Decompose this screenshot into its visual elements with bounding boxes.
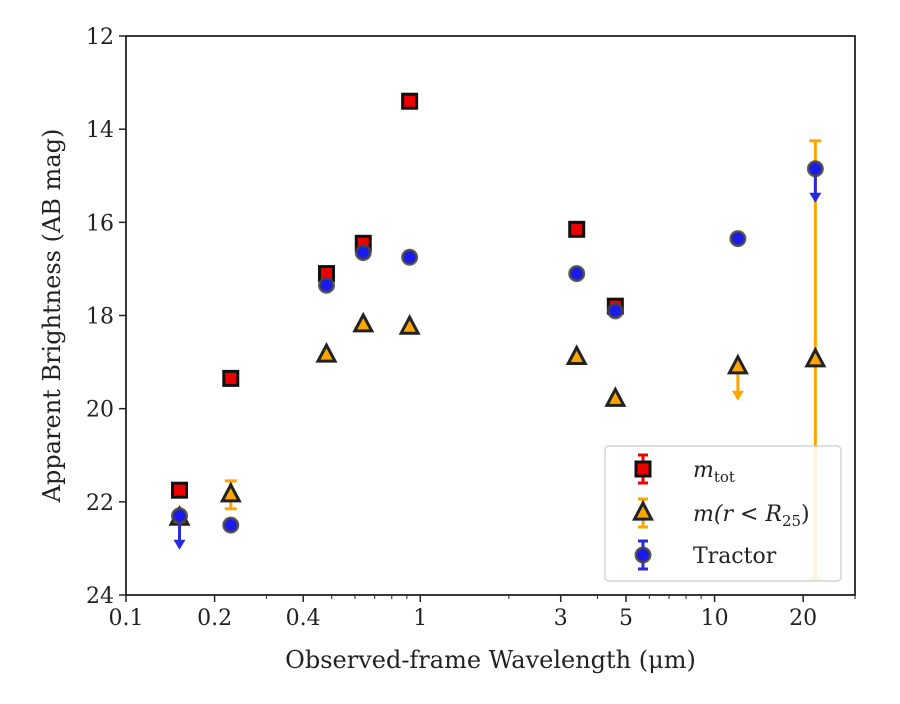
triangle-marker	[565, 344, 588, 366]
legend-label-main: m	[693, 458, 714, 483]
data-point	[352, 311, 375, 333]
data-point	[606, 302, 624, 320]
data-point	[354, 244, 372, 262]
data-point	[806, 160, 824, 203]
upper-limit-arrowhead	[731, 390, 744, 401]
y-tick-label: 14	[86, 118, 114, 143]
circle-marker	[568, 265, 586, 283]
x-tick-label: 0.4	[286, 606, 321, 631]
circle-marker	[171, 507, 189, 525]
triangle-marker	[632, 499, 654, 521]
legend-label-subscript: 25	[782, 512, 801, 530]
y-tick-label: 16	[86, 211, 114, 236]
data-point	[568, 265, 586, 283]
data-point	[219, 479, 242, 511]
square-marker	[401, 92, 419, 110]
triangle-marker	[804, 346, 827, 368]
circle-marker	[354, 244, 372, 262]
y-axis-label: Apparent Brightness (AB mag)	[38, 129, 66, 504]
triangle-marker	[219, 481, 242, 503]
circle-marker	[634, 546, 652, 564]
plot-area	[168, 92, 827, 581]
legend-label-subscript: tot	[714, 468, 735, 486]
upper-limit-arrowhead	[173, 539, 186, 550]
triangle-marker	[604, 386, 627, 407]
circle-marker	[729, 230, 747, 248]
data-point	[317, 276, 335, 294]
circle-marker	[401, 248, 419, 266]
legend: mtot m(r < R25) Tractor	[604, 445, 842, 582]
triangle-marker	[315, 341, 338, 363]
data-point	[171, 481, 189, 499]
y-tick-label: 24	[86, 584, 114, 609]
legend-label-main: Tractor	[693, 544, 777, 569]
data-point	[729, 230, 747, 248]
circle-marker	[222, 516, 240, 534]
circle-marker	[317, 276, 335, 294]
circle-marker	[806, 160, 824, 178]
data-point	[171, 507, 189, 550]
circle-marker	[606, 302, 624, 320]
x-axis: 0.1 0.2 0.4 1 3 5 10 20	[109, 595, 856, 631]
legend-label-end: )	[801, 502, 810, 527]
data-point	[604, 386, 627, 407]
x-tick-label: 20	[789, 606, 817, 631]
y-axis: 12 14 16 18 20 22 24	[86, 25, 126, 609]
triangle-marker	[398, 314, 421, 335]
legend-label: m(r < R25)	[693, 502, 810, 530]
triangle-marker	[352, 311, 375, 333]
legend-entry: m(r < R25)	[632, 497, 810, 530]
y-tick-label: 20	[86, 398, 114, 423]
x-tick-label: 1	[413, 606, 427, 631]
x-tick-label: 0.2	[197, 606, 232, 631]
x-tick-label: 10	[701, 606, 729, 631]
y-tick-label: 12	[86, 25, 114, 50]
x-tick-label: 3	[554, 606, 568, 631]
y-tick-label: 22	[86, 491, 114, 516]
data-point	[568, 220, 586, 238]
x-tick-label: 0.1	[109, 606, 144, 631]
x-axis-label: Observed-frame Wavelength (μm)	[285, 646, 696, 674]
data-point	[565, 344, 588, 366]
series-square	[171, 92, 624, 499]
data-point	[222, 369, 240, 387]
square-marker	[634, 460, 652, 478]
legend-entry: Tractor	[634, 539, 777, 571]
triangle-marker	[726, 353, 749, 375]
square-marker	[568, 220, 586, 238]
data-point	[401, 92, 419, 110]
legend-entry: mtot	[634, 453, 735, 486]
y-tick-label: 18	[86, 305, 114, 330]
data-point	[401, 248, 419, 266]
legend-box	[604, 445, 842, 582]
data-point	[726, 353, 749, 401]
square-marker	[171, 481, 189, 499]
legend-label: mtot	[693, 458, 735, 486]
legend-label-main: m(r < R	[693, 502, 782, 527]
x-tick-label: 5	[619, 606, 633, 631]
upper-limit-arrowhead	[809, 192, 822, 203]
data-point	[398, 314, 421, 335]
data-point	[222, 516, 240, 534]
data-point	[315, 341, 338, 363]
legend-label: Tractor	[693, 544, 777, 569]
square-marker	[222, 369, 240, 387]
series-circle	[171, 160, 824, 550]
